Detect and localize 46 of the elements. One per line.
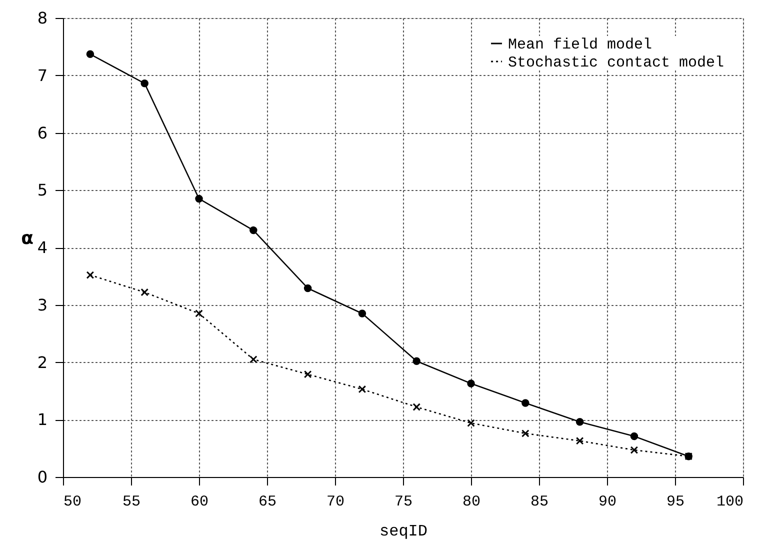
point — [522, 399, 530, 407]
point — [467, 380, 475, 388]
point — [86, 271, 94, 279]
y-tick-label: 5 — [37, 180, 48, 200]
x-tick-label: 95 — [666, 494, 685, 510]
point — [195, 194, 203, 203]
point — [576, 436, 584, 445]
x-tick-label: 80 — [462, 494, 481, 510]
x-tick-label: 70 — [326, 494, 345, 510]
x-axis-title: seqID — [379, 522, 428, 540]
point — [249, 355, 258, 364]
x-tick-label: 100 — [716, 494, 744, 510]
x-tick-label: 90 — [598, 494, 617, 510]
x-tick-label: 60 — [190, 494, 209, 510]
point — [358, 310, 366, 318]
x-tick-label: 75 — [394, 494, 413, 510]
y-tick-label: 8 — [37, 8, 48, 28]
point — [140, 80, 148, 88]
point — [304, 370, 312, 378]
point — [630, 432, 638, 440]
legend-label: Mean field model — [508, 36, 652, 54]
point — [304, 284, 312, 292]
point — [250, 226, 258, 234]
point — [412, 403, 421, 411]
point — [521, 429, 530, 438]
point — [195, 310, 203, 318]
point — [140, 288, 149, 296]
x-tick-label: 55 — [122, 494, 141, 510]
y-tick-label: 4 — [37, 238, 48, 257]
point — [86, 50, 94, 58]
point — [467, 419, 475, 427]
point — [358, 385, 366, 394]
point — [630, 446, 638, 454]
y-tick-label: 0 — [37, 468, 48, 486]
y-tick-label: 7 — [37, 66, 48, 85]
y-tick-label: 6 — [37, 123, 48, 142]
y-axis-title: α — [21, 228, 34, 249]
point — [412, 357, 420, 365]
x-tick-label: 85 — [530, 494, 549, 510]
point — [576, 418, 584, 426]
y-tick-label: 1 — [37, 410, 48, 430]
x-tick-label: 50 — [64, 494, 82, 510]
legend-label: Stochastic contact model — [508, 54, 724, 72]
y-tick-label: 2 — [37, 352, 48, 372]
x-tick-label: 65 — [258, 494, 277, 510]
y-tick-label: 3 — [37, 295, 48, 314]
